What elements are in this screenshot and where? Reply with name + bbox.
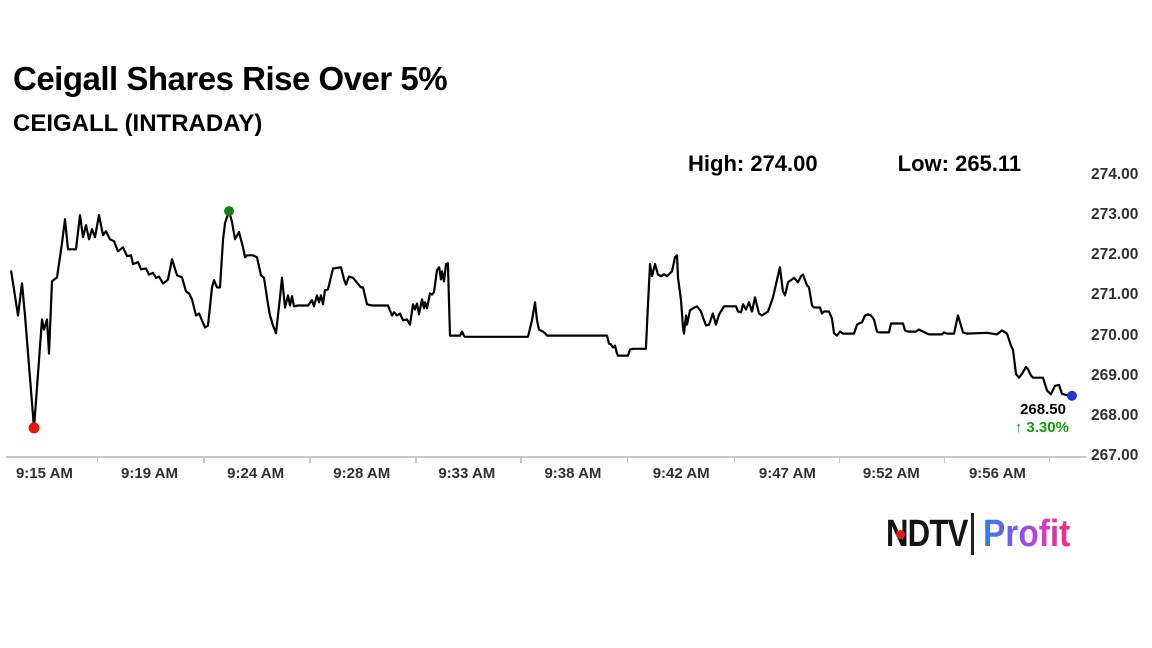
change-percent-value: 3.30% xyxy=(1026,418,1069,436)
x-axis-tick xyxy=(1048,456,1051,463)
x-axis-label: 9:33 AM xyxy=(438,465,496,482)
last-point-marker xyxy=(1066,390,1077,401)
y-axis-label: 267.00 xyxy=(1091,447,1139,464)
profit-logo-text: Profit xyxy=(983,513,1071,555)
x-axis-label: 9:38 AM xyxy=(544,465,602,482)
low-point-marker xyxy=(28,422,40,434)
x-axis-label: 9:42 AM xyxy=(652,465,710,482)
high-low-stats: High: 274.00 Low: 265.11 xyxy=(688,151,1021,177)
price-line-chart xyxy=(10,206,1077,434)
y-axis-label: 274.00 xyxy=(1091,166,1139,183)
page-title: Ceigall Shares Rise Over 5% xyxy=(13,60,448,97)
change-percent-label: ↑ 3.30% xyxy=(1015,419,1069,436)
y-axis-label: 271.00 xyxy=(1091,286,1139,304)
x-axis-label: 9:56 AM xyxy=(968,465,1026,482)
x-axis-tick xyxy=(520,456,522,463)
ndtv-logo: NDTV xyxy=(886,511,985,557)
up-arrow-icon: ↑ xyxy=(1014,418,1023,436)
x-axis-label: 9:15 AM xyxy=(15,465,73,482)
chart-subtitle: CEIGALL (INTRADAY) xyxy=(13,110,263,137)
ndtv-red-dot-icon xyxy=(896,530,905,539)
x-axis-tick xyxy=(733,456,736,463)
x-axis-label: 9:28 AM xyxy=(333,465,391,482)
y-axis-label: 273.00 xyxy=(1091,206,1139,224)
x-axis-label: 9:24 AM xyxy=(227,465,285,482)
y-axis-label: 269.00 xyxy=(1091,366,1139,384)
high-value: 274.00 xyxy=(750,151,818,176)
low-stat: Low: 265.11 xyxy=(898,151,1022,177)
x-axis-tick xyxy=(943,456,946,463)
price-line xyxy=(10,209,1074,429)
high-label: High: xyxy=(688,151,745,176)
ndtv-profit-logo: NDTV Profit xyxy=(886,511,1083,557)
x-axis-tick xyxy=(203,456,205,463)
x-axis-tick xyxy=(309,456,311,463)
x-axis-tick xyxy=(415,456,417,463)
logo-divider xyxy=(971,513,975,555)
low-label: Low: xyxy=(897,151,949,176)
y-axis-label: 268.00 xyxy=(1091,406,1139,424)
high-stat: High: 274.00 xyxy=(688,151,818,177)
x-axis-tick xyxy=(96,456,99,463)
x-axis-baseline xyxy=(6,456,1086,458)
low-value: 265.11 xyxy=(955,151,1022,176)
x-axis-tick xyxy=(838,456,841,463)
y-axis-label: 272.00 xyxy=(1091,246,1139,264)
x-axis-label: 9:47 AM xyxy=(758,465,816,482)
x-axis-label: 9:19 AM xyxy=(121,465,178,482)
high-point-marker xyxy=(224,206,235,217)
y-axis-label: 270.00 xyxy=(1091,326,1139,344)
x-axis-tick xyxy=(626,456,629,463)
chart-plot-area: 268.50 ↑ 3.30% xyxy=(8,175,1080,456)
x-axis-label: 9:52 AM xyxy=(862,465,920,482)
last-price-label: 268.50 xyxy=(1020,400,1066,418)
